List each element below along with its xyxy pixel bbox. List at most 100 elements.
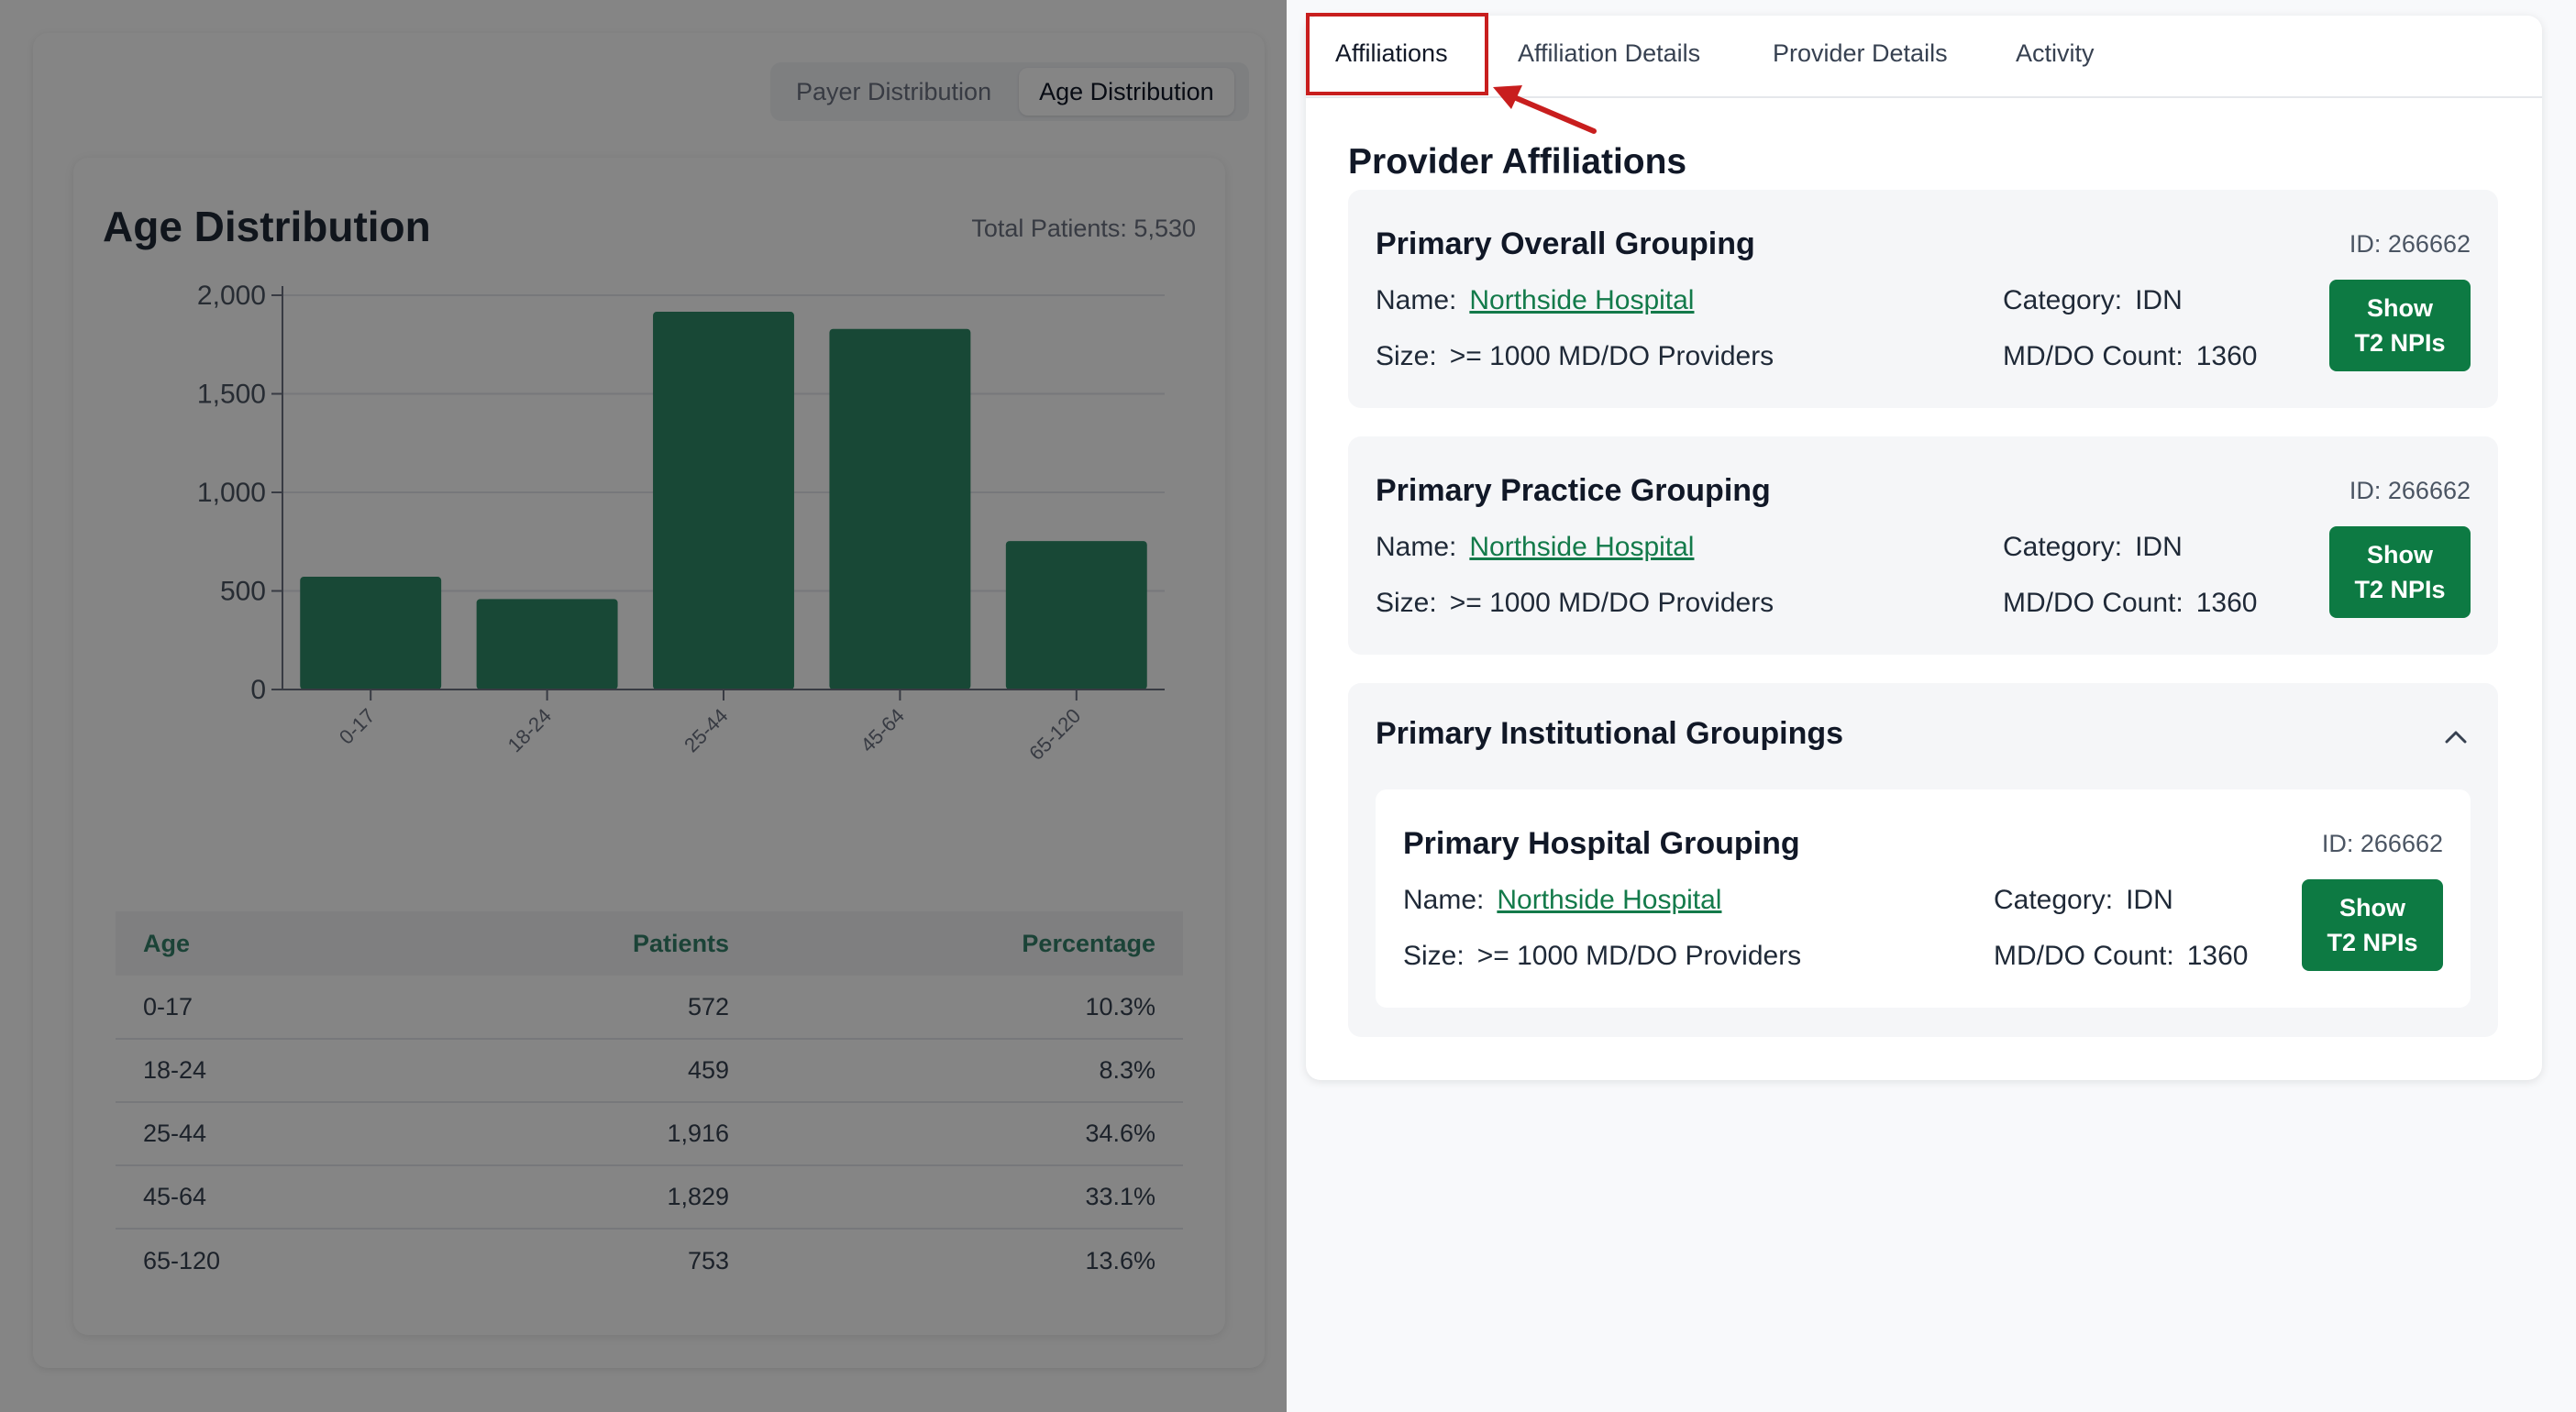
bar-25-44[interactable] xyxy=(653,312,794,689)
cell-percentage: 13.6% xyxy=(1085,1246,1155,1274)
grouping-category: Category: IDN xyxy=(2003,532,2183,563)
x-axis: 0-17 18-24 25-44 45-64 65-120 xyxy=(282,689,1165,765)
grouping-title: Primary Hospital Grouping xyxy=(1403,826,1800,861)
button-line-2: T2 NPIs xyxy=(2354,329,2446,357)
cell-patients: 753 xyxy=(688,1246,730,1274)
table-row: 65-120 753 13.6% xyxy=(116,1229,1183,1292)
cell-age: 18-24 xyxy=(116,1039,415,1103)
payer-distribution-button[interactable]: Payer Distribution xyxy=(796,77,992,105)
age-distribution-panel: Payer Distribution Age Distribution Age … xyxy=(0,0,1287,1412)
size-value: >= 1000 MD/DO Providers xyxy=(1476,941,1802,971)
size-value: >= 1000 MD/DO Providers xyxy=(1449,588,1774,618)
tab-affiliations[interactable]: Affiliations xyxy=(1335,39,1448,67)
tab-activity[interactable]: Activity xyxy=(2016,39,2095,67)
count-label: MD/DO Count: xyxy=(2003,341,2184,371)
bar-65-120[interactable] xyxy=(1005,541,1147,689)
size-label: Size: xyxy=(1376,588,1437,618)
grouping-id: ID: 266662 xyxy=(2321,830,2443,857)
name-label: Name: xyxy=(1403,885,1485,915)
bar-0-17[interactable] xyxy=(300,577,442,689)
y-tick-label: 500 xyxy=(220,577,266,607)
grouping-category: Category: IDN xyxy=(2003,285,2183,316)
grouping-name-link[interactable]: Northside Hospital xyxy=(1469,532,1695,562)
count-label: MD/DO Count: xyxy=(1994,941,2174,971)
y-tick-label: 1,500 xyxy=(197,380,266,410)
tab-bar: Affiliations Affiliation Details Provide… xyxy=(1306,16,2542,98)
red-arrow-icon xyxy=(1493,85,1597,134)
tab-provider-details[interactable]: Provider Details xyxy=(1773,39,1948,67)
institutional-groupings-title[interactable]: Primary Institutional Groupings xyxy=(1376,716,1844,751)
table-row: 0-17 572 10.3% xyxy=(116,976,1183,1040)
cell-age: 65-120 xyxy=(143,1246,221,1274)
show-t2-npis-button[interactable]: Show T2 NPIs xyxy=(2329,280,2471,371)
name-label: Name: xyxy=(1376,285,1457,315)
cell-age: 45-64 xyxy=(116,1165,415,1230)
button-line-1: Show xyxy=(2339,894,2405,921)
demographics-card: Payer Distribution Age Distribution Age … xyxy=(33,33,1265,1368)
chevron-up-icon[interactable] xyxy=(2441,723,2471,753)
grouping-category: Category: IDN xyxy=(1994,885,2173,916)
show-t2-npis-button[interactable]: Show T2 NPIs xyxy=(2302,879,2443,971)
show-t2-npis-button[interactable]: Show T2 NPIs xyxy=(2329,526,2471,618)
count-value: 1360 xyxy=(2195,588,2258,618)
button-line-1: Show xyxy=(2367,294,2433,322)
cell-patients: 1,916 xyxy=(414,1102,757,1166)
tab-affiliation-details[interactable]: Affiliation Details xyxy=(1518,39,1701,67)
cell-percentage: 10.3% xyxy=(757,976,1183,1040)
age-table: Age Patients Percentage 0-17 572 10.3% 1… xyxy=(116,911,1183,1292)
cell-age: 0-17 xyxy=(116,976,415,1040)
bar-45-64[interactable] xyxy=(829,328,971,689)
age-chart-card: Age Distribution Total Patients: 5,530 0… xyxy=(73,158,1225,1335)
bars xyxy=(300,312,1147,689)
cell-percentage: 8.3% xyxy=(757,1039,1183,1103)
bar-18-24[interactable] xyxy=(476,599,618,689)
cell-patients: 572 xyxy=(414,976,757,1040)
grouping-name: Name: Northside Hospital xyxy=(1376,532,1694,563)
age-bar-chart: 0 500 1,000 1,500 2,000 0-17 18-24 25-44 45-64 6… xyxy=(197,281,1165,765)
grouping-title: Primary Practice Grouping xyxy=(1376,473,1771,508)
grouping-count: MD/DO Count: 1360 xyxy=(1994,941,2248,972)
x-tick-label: 45-64 xyxy=(856,704,908,756)
category-value: IDN xyxy=(2135,532,2183,562)
category-label: Category: xyxy=(2003,532,2123,562)
institutional-groupings-card: Primary Institutional Groupings Primary … xyxy=(1348,683,2498,1037)
count-label: MD/DO Count: xyxy=(2003,588,2184,618)
size-value: >= 1000 MD/DO Providers xyxy=(1449,341,1774,371)
x-tick-label: 0-17 xyxy=(335,704,380,749)
cell-age: 25-44 xyxy=(116,1102,415,1166)
x-tick-label: 18-24 xyxy=(503,704,556,756)
grouping-id: ID: 266662 xyxy=(2349,230,2471,258)
count-value: 1360 xyxy=(2186,941,2249,971)
header-age: Age xyxy=(116,911,415,976)
grouping-id: ID: 266662 xyxy=(2349,477,2471,504)
overall-grouping-card: Primary Overall Grouping ID: 266662 Name… xyxy=(1348,190,2498,408)
grouping-name-link[interactable]: Northside Hospital xyxy=(1469,285,1695,315)
button-line-2: T2 NPIs xyxy=(2354,576,2446,603)
name-label: Name: xyxy=(1376,532,1457,562)
button-line-1: Show xyxy=(2367,541,2433,568)
header-patients: Patients xyxy=(414,911,757,976)
age-distribution-button[interactable]: Age Distribution xyxy=(1019,68,1234,116)
table-header-row: Age Patients Percentage xyxy=(116,911,1183,976)
grouping-name: Name: Northside Hospital xyxy=(1376,285,1694,316)
cell-patients: 1,829 xyxy=(414,1165,757,1230)
chart-title: Age Distribution xyxy=(103,203,431,250)
distribution-toggle: Payer Distribution Age Distribution xyxy=(770,62,1249,121)
button-line-2: T2 NPIs xyxy=(2327,929,2418,956)
y-tick-label: 0 xyxy=(250,675,266,705)
cell-patients: 459 xyxy=(414,1039,757,1103)
x-tick-label: 65-120 xyxy=(1024,704,1085,765)
category-label: Category: xyxy=(1994,885,2114,915)
table-row: 25-44 1,916 34.6% xyxy=(116,1102,1183,1166)
practice-grouping-card: Primary Practice Grouping ID: 266662 Nam… xyxy=(1348,436,2498,655)
cell-percentage: 33.1% xyxy=(757,1165,1183,1230)
total-patients-label: Total Patients: 5,530 xyxy=(971,215,1196,242)
header-percentage: Percentage xyxy=(757,911,1183,976)
size-label: Size: xyxy=(1376,341,1437,371)
table-row: 45-64 1,829 33.1% xyxy=(116,1165,1183,1230)
grouping-count: MD/DO Count: 1360 xyxy=(2003,341,2257,372)
grouping-size: Size: >= 1000 MD/DO Providers xyxy=(1376,341,1774,372)
section-title: Provider Affiliations xyxy=(1348,142,1687,182)
y-tick-label: 2,000 xyxy=(197,281,266,311)
grouping-name-link[interactable]: Northside Hospital xyxy=(1497,885,1722,915)
